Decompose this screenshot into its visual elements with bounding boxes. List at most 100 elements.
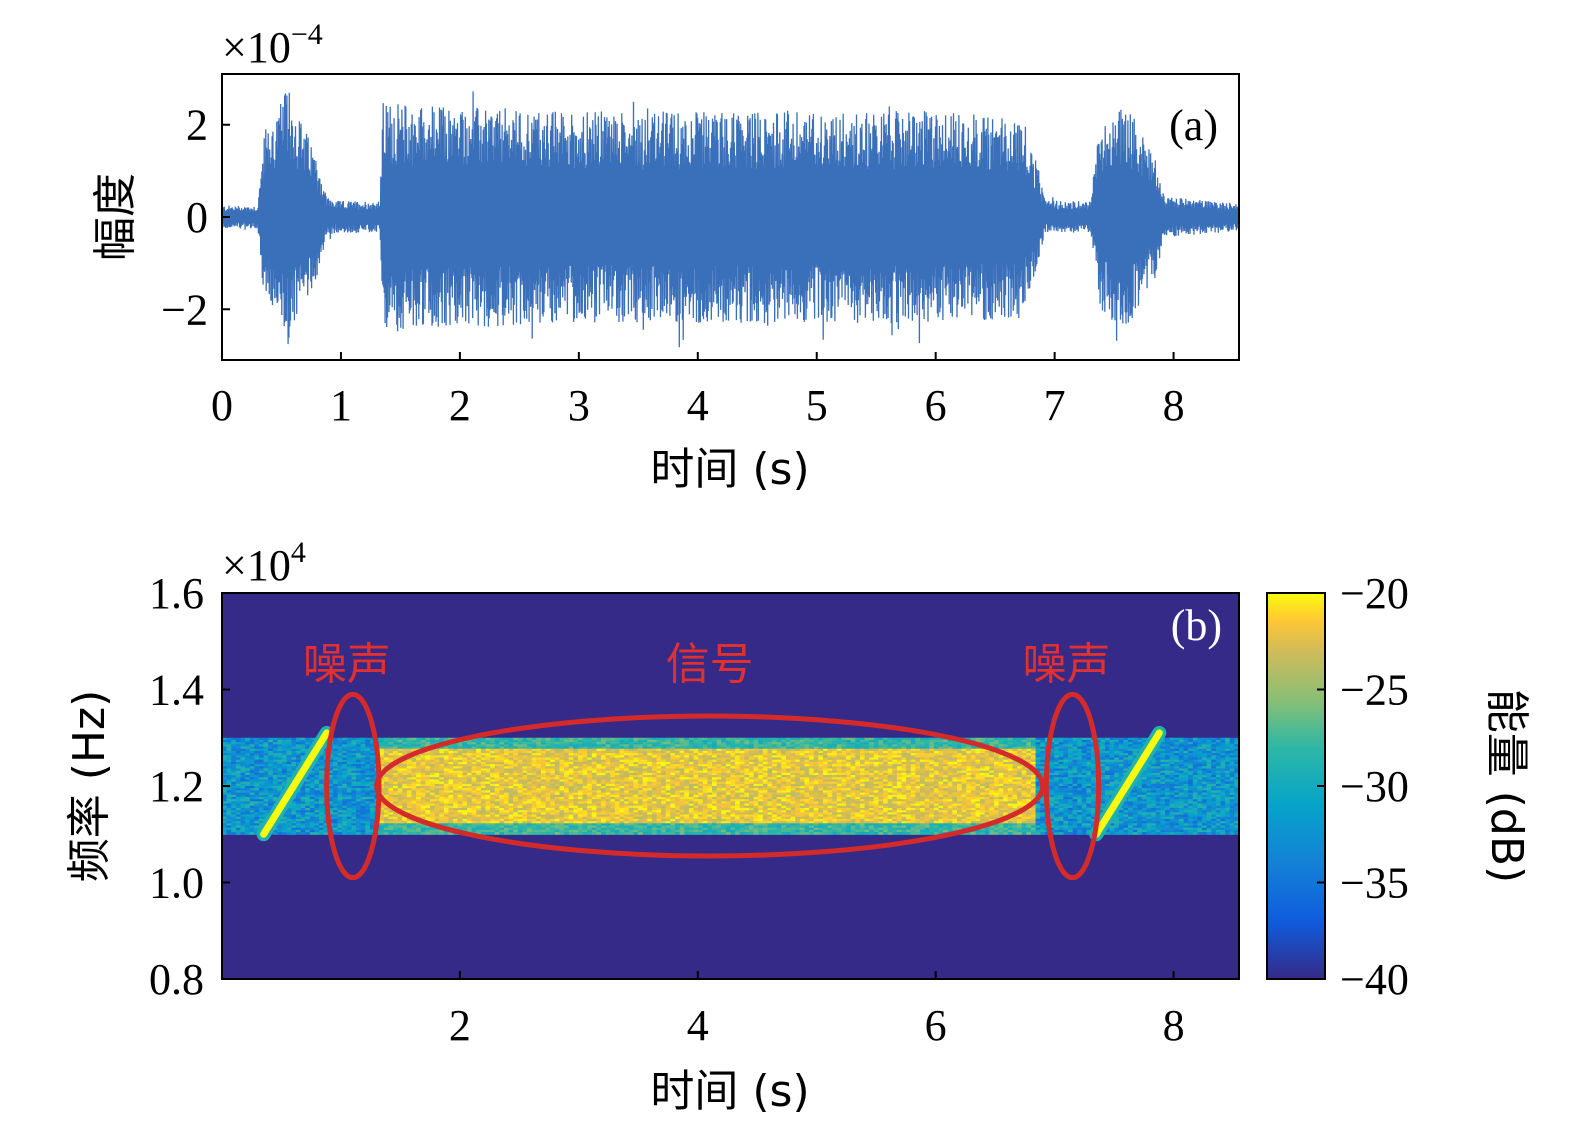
spectrogram-cell [480, 812, 487, 816]
spectrogram-cell [490, 832, 496, 835]
spectrogram-cell [508, 742, 514, 745]
spectrogram-cell [258, 761, 265, 765]
spectrogram-cell [240, 786, 246, 789]
spectrogram-cell [665, 786, 671, 789]
spectrogram-cell [351, 816, 357, 820]
spectrogram-cell [573, 775, 579, 778]
spectrogram-cell [564, 814, 570, 818]
spectrogram-cell [314, 786, 320, 789]
spectrogram-cell [268, 799, 274, 802]
spectrogram-cell [365, 755, 371, 759]
spectrogram-cell [661, 788, 667, 791]
spectrogram-cell [587, 764, 593, 767]
spectrogram-cell [369, 790, 376, 794]
spectrogram-cell [522, 803, 528, 807]
spectrogram-cell [582, 794, 588, 798]
spectrogram-cell [735, 825, 741, 829]
spectrogram-cell [291, 753, 297, 756]
spectrogram-cell [462, 748, 468, 752]
spectrogram-cell [684, 764, 690, 767]
spectrogram-cell [550, 779, 556, 783]
spectrogram-cell [721, 799, 727, 802]
spectrogram-cell [540, 772, 547, 776]
spectrogram-cell [614, 794, 621, 798]
spectrogram-cell [231, 821, 237, 824]
spectrogram-cell [735, 816, 741, 820]
spectrogram-cell [434, 788, 440, 791]
spectrogram-cell [503, 812, 510, 816]
spectrogram-cell [356, 786, 362, 789]
spectrogram-cell [661, 799, 667, 802]
spectrogram-cell [360, 801, 366, 805]
spectrogram-cell [508, 821, 514, 824]
spectrogram-cell [342, 744, 348, 748]
spectrogram-cell [647, 792, 653, 796]
spectrogram-cell [337, 768, 343, 772]
spectrogram-cell [448, 796, 454, 800]
spectrogram-cell [642, 757, 648, 761]
spectrogram-cell [684, 818, 690, 822]
spectrogram-cell [430, 766, 436, 770]
spectrogram-cell [420, 739, 426, 743]
spectrogram-cell [430, 759, 436, 763]
spectrogram-cell [485, 801, 491, 805]
spectrogram-cell [545, 761, 551, 765]
spectrogram-cell [420, 742, 426, 745]
spectrogram-cell [494, 821, 500, 824]
spectrogram-cell [295, 801, 302, 805]
spectrogram-cell [716, 746, 722, 750]
spectrogram-cell [258, 768, 265, 772]
spectrogram-cell [702, 775, 708, 778]
spectrogram-cell [536, 772, 542, 776]
spectrogram-cell [499, 739, 505, 743]
spectrogram-cell [249, 807, 255, 811]
spectrogram-cell [564, 816, 570, 820]
spectrogram-cell [393, 823, 399, 827]
spectrogram-cell [573, 746, 579, 750]
spectrogram-cell [601, 775, 607, 778]
spectrogram-cell [647, 814, 653, 818]
spectrogram-cell [688, 746, 695, 750]
spectrogram-cell [388, 759, 394, 763]
spectrogram-cell [559, 821, 565, 824]
spectrogram-cell [522, 818, 528, 822]
spectrogram-cell [665, 823, 671, 827]
spectrogram-cell [656, 757, 662, 761]
spectrogram-cell [503, 786, 510, 789]
spectrogram-cell [633, 766, 639, 770]
spectrogram-cell [388, 755, 394, 759]
spectrogram-cell [698, 786, 704, 789]
spectrogram-cell [305, 805, 311, 809]
spectrogram-cell [550, 816, 556, 820]
spectrogram-cell [661, 748, 667, 752]
spectrogram-cell [665, 770, 671, 774]
spectrogram-cell [684, 825, 690, 829]
spectrogram-cell [263, 759, 269, 763]
spectrogram-cell [258, 796, 265, 800]
spectrogram-cell [735, 788, 741, 791]
spectrogram-cell [319, 759, 325, 763]
spectrogram-cell [513, 766, 519, 770]
spectrogram-cell [462, 772, 468, 776]
spectrogram-cell [591, 772, 598, 776]
spectrogram-cell [443, 766, 450, 770]
spectrogram-cell [693, 775, 699, 778]
spectrogram-cell [735, 794, 741, 798]
spectrogram-cell [439, 757, 445, 761]
spectrogram-cell [411, 783, 417, 787]
spectrogram-cell [513, 821, 519, 824]
spectrogram-cell [619, 827, 625, 831]
spectrogram-cell [684, 777, 690, 781]
spectrogram-cell [226, 764, 232, 767]
spectrogram-cell [351, 744, 357, 748]
spectrogram-cell [707, 779, 713, 783]
spectrogram-cell [332, 821, 339, 824]
spectrogram-cell [416, 755, 422, 759]
spectrogram-cell [647, 796, 653, 800]
spectrogram-cell [379, 742, 385, 745]
spectrogram-cell [295, 805, 302, 809]
spectrogram-cell [619, 737, 625, 741]
spectrogram-cell [328, 783, 334, 787]
spectrogram-cell [582, 823, 588, 827]
spectrogram-cell [226, 812, 232, 816]
